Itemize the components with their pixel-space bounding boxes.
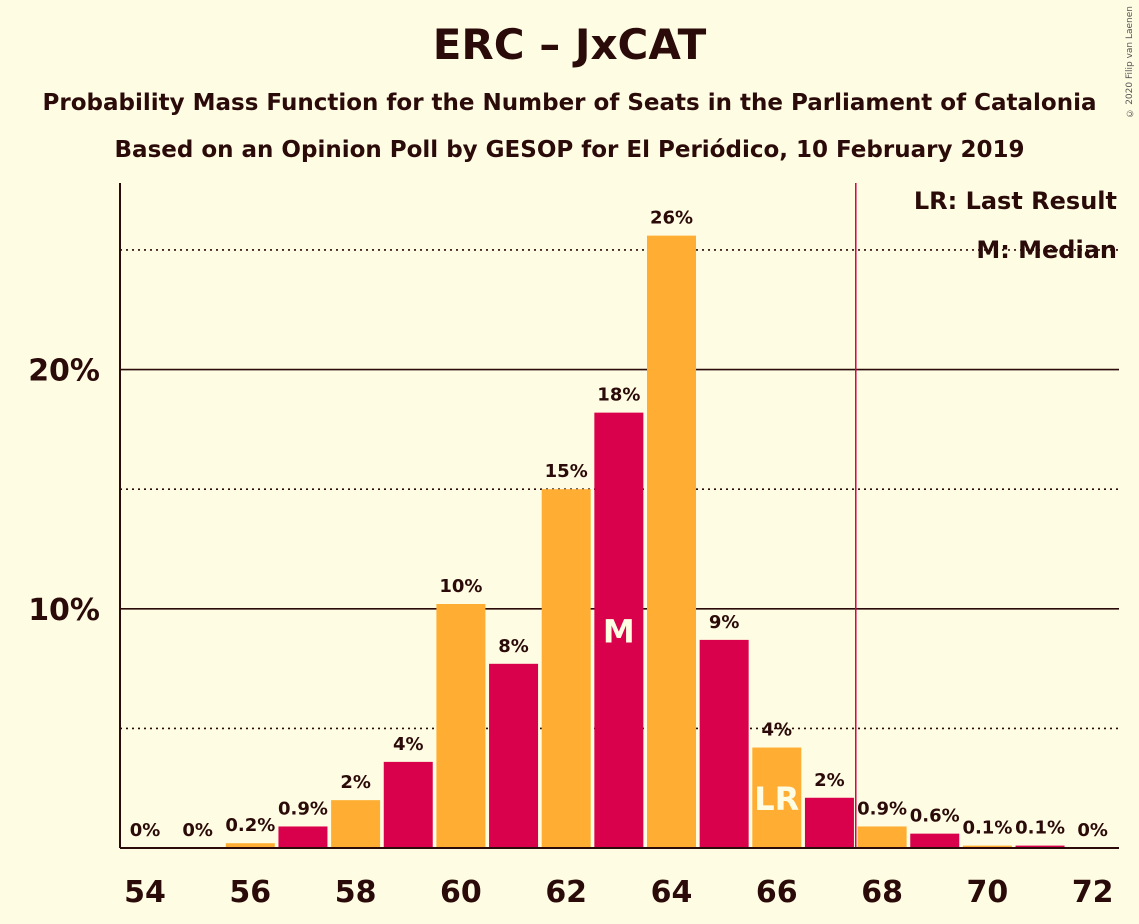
bar: [594, 412, 644, 848]
data-label: 0.9%: [857, 798, 907, 819]
last-result-marker: LR: [754, 780, 799, 818]
data-label: 0.2%: [225, 815, 275, 836]
chart-title: ERC – JxCAT: [432, 20, 707, 69]
bar: [962, 845, 1012, 848]
data-label: 0.9%: [278, 798, 328, 819]
data-label: 8%: [498, 636, 529, 657]
x-tick-label: 62: [545, 875, 587, 910]
bar: [278, 826, 328, 848]
legend-last-result: LR: Last Result: [914, 187, 1117, 215]
y-tick-label: 10%: [28, 593, 100, 628]
x-tick-label: 70: [967, 875, 1009, 910]
bar: [225, 843, 275, 848]
data-label: 0.1%: [1015, 818, 1065, 839]
axes: 54 56 58 60 62 64 66 68 70 72 10% 20%: [28, 183, 1119, 910]
data-label: 2%: [340, 772, 371, 793]
data-label: 4%: [762, 720, 793, 741]
bar: [857, 826, 907, 848]
bar: [436, 604, 486, 848]
data-label: 15%: [545, 461, 588, 482]
bar: [647, 235, 696, 848]
chart-source-line: Based on an Opinion Poll by GESOP for El…: [114, 137, 1025, 163]
data-label: 0%: [1077, 820, 1108, 841]
x-tick-label: 66: [756, 875, 798, 910]
bar: [489, 663, 539, 848]
y-tick-label: 20%: [28, 354, 100, 389]
legend: LR: Last Result M: Median: [914, 187, 1117, 264]
bar: [699, 639, 749, 848]
annotations: M LR: [603, 183, 857, 848]
data-label: 0%: [182, 820, 213, 841]
bar: [1015, 845, 1065, 848]
data-label: 26%: [650, 208, 693, 229]
x-tick-label: 68: [861, 875, 903, 910]
data-label: 0.6%: [910, 806, 960, 827]
x-tick-label: 60: [440, 875, 482, 910]
bar: [331, 800, 381, 848]
bar: [752, 747, 802, 848]
data-label: 9%: [709, 612, 740, 633]
x-tick-label: 56: [229, 875, 271, 910]
x-tick-label: 72: [1072, 875, 1114, 910]
chart-subtitle: Probability Mass Function for the Number…: [42, 90, 1097, 116]
data-label: 10%: [439, 576, 482, 597]
x-tick-label: 64: [651, 875, 693, 910]
x-tick-label: 54: [124, 875, 166, 910]
data-label: 18%: [597, 385, 640, 406]
bar: [383, 761, 433, 848]
data-label: 0.1%: [962, 818, 1012, 839]
legend-median: M: Median: [976, 236, 1117, 264]
bars: 0% 0% 0.2%0.9%2%4%10%8%15%18%26%9%4%2%0.9%…: [130, 208, 1108, 848]
x-tick-label: 58: [335, 875, 377, 910]
data-label: 2%: [814, 770, 845, 791]
bar: [804, 797, 854, 848]
bar: [541, 489, 591, 848]
bar: [910, 833, 960, 848]
data-label: 4%: [393, 734, 424, 755]
median-marker: M: [603, 612, 635, 650]
data-label: 0%: [130, 820, 161, 841]
